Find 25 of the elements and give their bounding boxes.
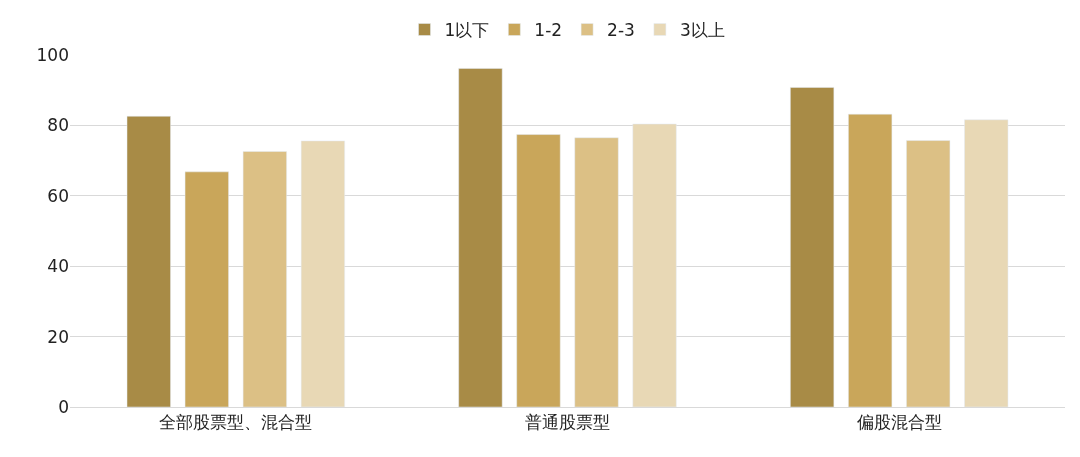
- legend-label: 1以下: [444, 20, 490, 41]
- bar: [574, 137, 619, 407]
- bar: [790, 87, 835, 407]
- bar: [458, 68, 503, 407]
- bar: [848, 113, 893, 407]
- bar: [242, 151, 287, 407]
- bar: [126, 116, 171, 407]
- y-tick-label: 60: [47, 185, 69, 206]
- y-tick-label: 20: [47, 326, 69, 347]
- bar: [906, 140, 951, 407]
- legend-label: 2-3: [607, 20, 635, 41]
- bar: [300, 140, 345, 407]
- legend-label: 3以上: [679, 20, 725, 41]
- y-tick-label: 80: [47, 115, 69, 136]
- bar: [632, 123, 677, 407]
- y-tick-label: 40: [47, 256, 69, 277]
- x-tick-label: 普通股票型: [525, 412, 610, 433]
- legend-label: 1-2: [534, 20, 563, 41]
- x-tick-label: 偏股混合型: [856, 412, 942, 433]
- y-tick-label: 0: [58, 396, 69, 417]
- y-tick-label: 100: [36, 44, 69, 65]
- bar: [184, 171, 229, 407]
- bar: [516, 134, 561, 407]
- bar: [964, 119, 1009, 407]
- x-tick-label: 全部股票型、混合型: [159, 412, 313, 433]
